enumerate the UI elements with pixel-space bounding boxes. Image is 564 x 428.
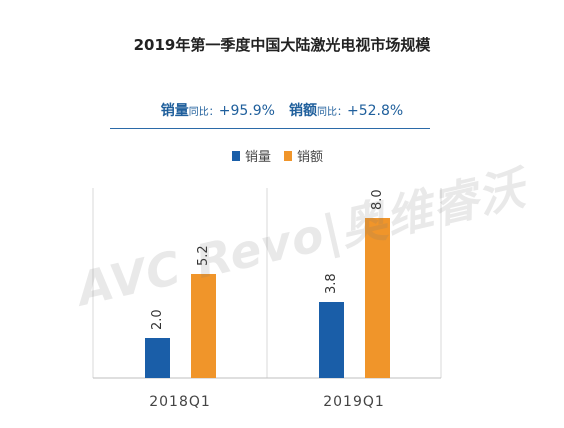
volume-yoy-label: 同比：: [188, 107, 219, 118]
legend-label: 销量: [245, 150, 271, 165]
data-label: 5.2: [196, 245, 211, 266]
data-label: 8.0: [370, 189, 385, 210]
bar: [145, 338, 170, 378]
bar: [191, 274, 216, 378]
bar: [319, 302, 344, 378]
volume-label: 销量: [160, 103, 189, 119]
revenue-label: 销额: [289, 103, 317, 119]
data-label: 2.0: [150, 309, 165, 330]
x-tick-label: 2018Q1: [149, 394, 211, 410]
revenue-yoy-value: +52.8%: [347, 103, 404, 119]
data-label: 3.8: [324, 273, 339, 294]
legend-swatch: [284, 151, 292, 161]
bar: [365, 218, 390, 378]
yoy-summary: 销量同比：+95.9% 销额同比：+52.8%: [0, 100, 564, 120]
volume-yoy-value: +95.9%: [218, 103, 275, 119]
summary-underline: [110, 128, 430, 129]
chart-title: 2019年第一季度中国大陆激光电视市场规模: [133, 36, 431, 54]
revenue-yoy-label: 同比：: [317, 107, 347, 118]
legend-swatch: [232, 151, 240, 161]
legend-label: 销额: [297, 150, 323, 165]
x-tick-label: 2019Q1: [323, 394, 385, 410]
